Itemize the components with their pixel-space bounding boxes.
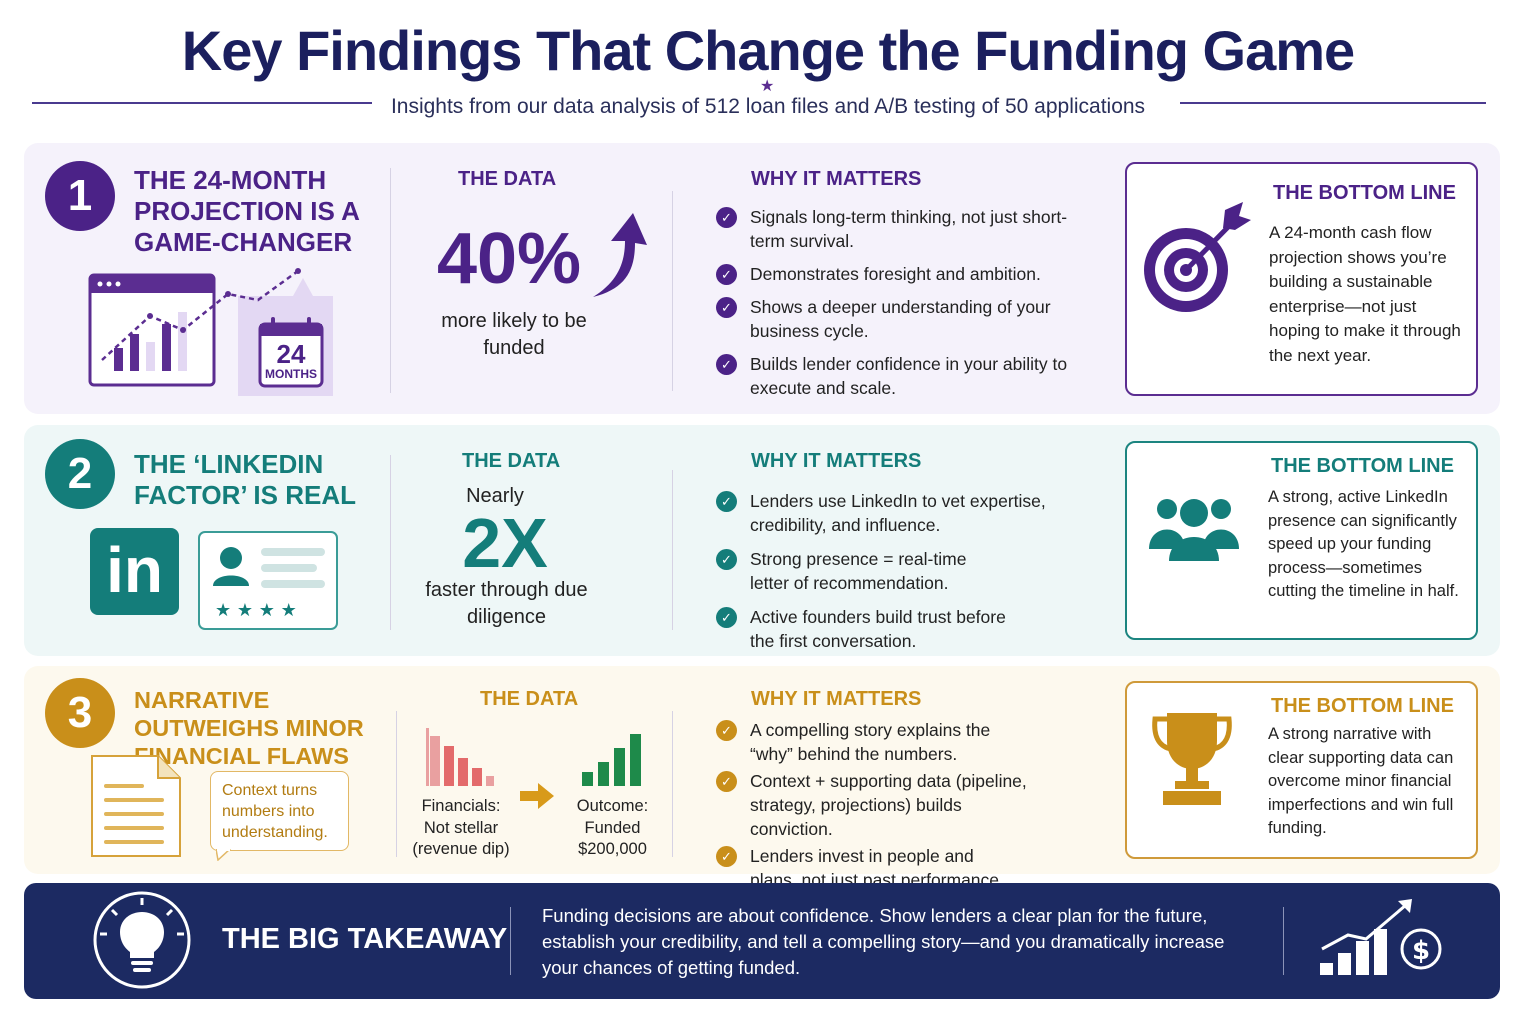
finding-section-3: 3 Narrative Outweighs Minor Financial Fl… [24, 666, 1500, 890]
profile-card-icon: ★ ★ ★ ★ [198, 531, 338, 630]
stat-caption: more likely to be funded [441, 310, 587, 359]
list-item: ✓ Builds lender confidence in your abilit… [716, 352, 1076, 400]
finding-title: The 24-Month Projection Is a Game-Change… [134, 165, 359, 257]
linkedin-icon: in [90, 528, 179, 615]
check-icon: ✓ [716, 207, 737, 228]
finding-number-badge: 2 [45, 439, 115, 509]
growth-dollar-icon: $ [1320, 899, 1442, 975]
outcome-caption: Outcome: Funded $200,000 [576, 797, 649, 858]
lightbulb-icon [93, 891, 191, 989]
divider [672, 470, 673, 630]
finding-section-2: 2 The ‘LinkedIn Factor’ Is Real in ★ ★ ★… [24, 425, 1500, 656]
svg-text:$: $ [1412, 936, 1430, 966]
bottom-line-card: The Bottom Line A strong narrative with … [1125, 681, 1478, 859]
big-takeaway-banner: The Big Takeaway Funding decisions are a… [24, 883, 1500, 999]
context-note: Context turns numbers into understanding… [222, 782, 328, 841]
target-icon [1144, 202, 1251, 312]
page-title: Key Findings That Change the Funding Gam… [181, 19, 1355, 82]
check-icon: ✓ [716, 607, 737, 628]
check-icon: ✓ [716, 491, 737, 512]
financials-caption: Financials: Not stellar (revenue dip) [412, 797, 510, 858]
divider [390, 168, 391, 393]
up-arrow-icon [593, 213, 647, 297]
check-icon: ✓ [716, 264, 737, 285]
why-label: Why It Matters [751, 168, 922, 190]
chart-window-icon [88, 268, 333, 396]
finding-section-1: 1 The 24-Month Projection Is a Game-Chan… [24, 143, 1500, 414]
divider [396, 711, 397, 857]
rising-bars-icon [582, 734, 641, 786]
takeaway-text: Funding decisions are about confidence. … [542, 905, 1225, 978]
list-item: ✓ Strong presence = real-time letter of r… [716, 547, 976, 595]
stat-prefix: Nearly [466, 485, 524, 507]
reasons-list: ✓ Signals long-term thinking, not just sh… [716, 205, 1076, 400]
speech-bubble [210, 771, 349, 851]
finding-title: Narrative Outweighs Minor Financial Flaw… [134, 687, 364, 769]
speech-bubble-tail [216, 849, 232, 861]
bottom-line-label: The Bottom Line [1271, 695, 1454, 717]
check-icon: ✓ [716, 771, 737, 792]
list-item: ✓ Lenders use LinkedIn to vet expertise, … [716, 489, 1046, 537]
check-icon: ✓ [716, 720, 737, 741]
calendar-number: 24 [276, 339, 306, 369]
bottom-line-label: The Bottom Line [1271, 455, 1454, 477]
arrow-right-icon [520, 783, 554, 809]
list-item: ✓ A compelling story explains the “why” b… [716, 718, 1036, 766]
data-label: The Data [480, 688, 579, 710]
star-icon: ★ [760, 78, 775, 95]
title-rule-right [1180, 102, 1486, 104]
trophy-icon [1152, 713, 1232, 805]
divider [510, 907, 511, 975]
list-item: ✓ Active founders build trust before the … [716, 605, 1016, 653]
stat-value: 40% [436, 219, 582, 299]
page-subtitle: Insights from our data analysis of 512 l… [390, 95, 1146, 118]
check-icon: ✓ [716, 549, 737, 570]
list-item: ✓ Shows a deeper understanding of your bu… [716, 295, 1076, 343]
bottom-line-label: The Bottom Line [1273, 182, 1456, 204]
declining-bars-icon [426, 728, 494, 786]
divider [672, 711, 673, 857]
why-label: Why It Matters [751, 450, 922, 472]
list-item: ✓ Demonstrates foresight and ambition. [716, 262, 1076, 286]
document-icon [91, 755, 181, 857]
svg-text:★ ★ ★ ★: ★ ★ ★ ★ [215, 600, 297, 621]
check-icon: ✓ [716, 297, 737, 318]
reasons-list: ✓ A compelling story explains the “why” b… [716, 718, 1046, 892]
stat-caption: faster through due diligence [425, 579, 588, 628]
takeaway-label: The Big Takeaway [222, 923, 508, 955]
stat-value: 2X [462, 504, 548, 582]
divider [672, 191, 673, 391]
list-item: ✓ Context + supporting data (pipeline, st… [716, 769, 1046, 841]
check-icon: ✓ [716, 354, 737, 375]
check-icon: ✓ [716, 846, 737, 867]
divider [390, 455, 391, 630]
finding-number-badge: 1 [45, 161, 115, 231]
bottom-line-text: A strong, active LinkedIn presence can s… [1268, 488, 1459, 601]
bottom-line-card: The Bottom Line A 24-month cash flow pro… [1125, 162, 1478, 396]
data-label: The Data [462, 450, 561, 472]
data-label: The Data [458, 168, 557, 190]
title-rule-left [32, 102, 372, 104]
bottom-line-text: A 24-month cash flow projection shows yo… [1269, 223, 1461, 365]
people-icon [1149, 499, 1239, 561]
reasons-list: ✓ Lenders use LinkedIn to vet expertise, … [716, 489, 1046, 653]
bottom-line-card: The Bottom Line A strong, active LinkedI… [1125, 441, 1478, 640]
why-label: Why It Matters [751, 688, 922, 710]
calendar-label: MONTHS [265, 367, 317, 381]
list-item: ✓ Signals long-term thinking, not just sh… [716, 205, 1076, 253]
bottom-line-text: A strong narrative with clear supporting… [1268, 725, 1454, 838]
divider [1283, 907, 1284, 975]
finding-title: The ‘LinkedIn Factor’ Is Real [134, 449, 356, 510]
finding-number-badge: 3 [45, 678, 115, 748]
